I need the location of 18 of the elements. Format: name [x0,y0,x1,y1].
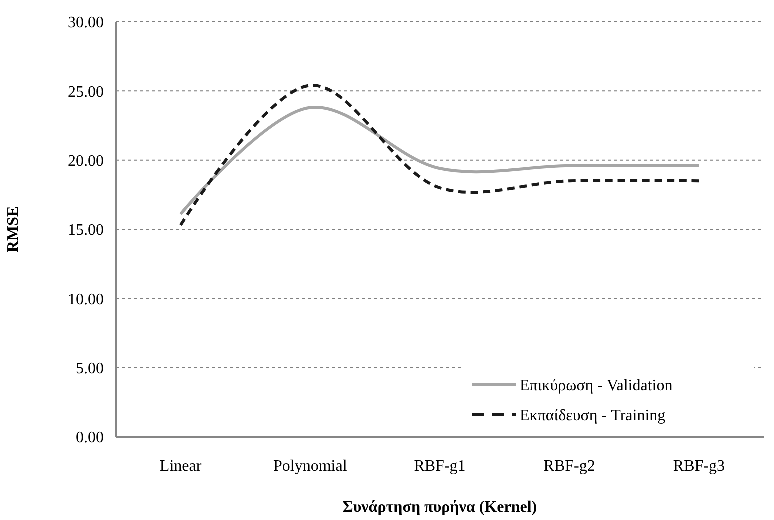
y-tick-label: 10.00 [68,291,104,308]
x-tick-label: RBF-g1 [414,458,466,475]
line-series [179,106,701,216]
legend-label: Επικύρωση - Validation [520,378,673,395]
y-tick-label: 30.00 [68,14,104,32]
y-tick-label: 0.00 [76,430,104,447]
y-axis-title: RMSE [5,206,22,253]
legend-label: Εκπαίδευση - Training [520,408,666,425]
y-tick-label: 25.00 [68,84,104,101]
x-tick-label: Polynomial [274,458,348,475]
y-tick-label: 5.00 [76,360,104,378]
x-tick-label: RBF-g3 [673,458,725,475]
line-series [179,84,701,227]
x-axis-title: Συνάρτηση πυρήνα (Kernel) [342,499,538,516]
y-tick-label: 15.00 [68,222,104,240]
x-tick-label: Linear [160,458,202,475]
y-tick-label: 20.00 [68,152,104,170]
x-tick-label: RBF-g2 [544,458,596,475]
